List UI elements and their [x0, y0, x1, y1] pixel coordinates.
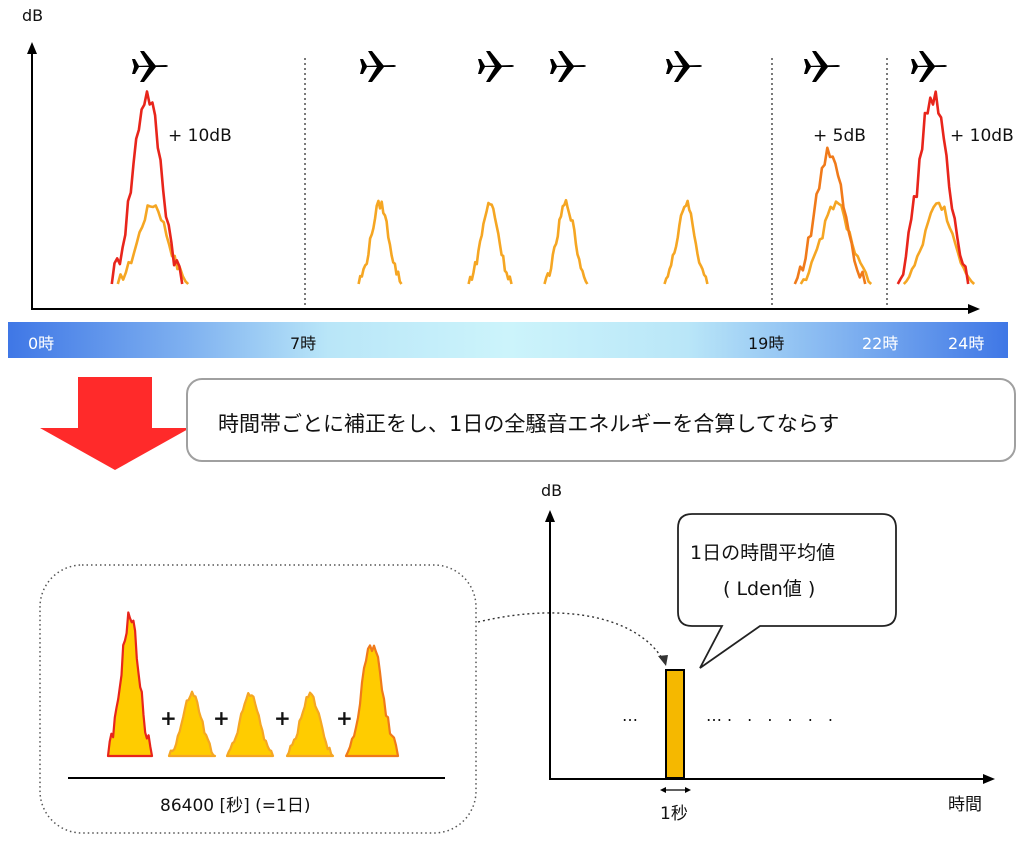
- noise-peak: [799, 200, 873, 285]
- bottom-x-axis-arrow: [983, 774, 995, 784]
- time-label-24: 24時: [948, 334, 985, 353]
- airplane-icon: [666, 51, 702, 82]
- bottom-y-unit: dB: [541, 481, 563, 500]
- night-weighted-peak: [896, 90, 970, 285]
- plus-sign: +: [213, 706, 230, 730]
- filled-peaks: [106, 611, 400, 758]
- noise-peaks: [110, 90, 976, 285]
- width-marker-right: [685, 787, 691, 793]
- bar-width-label: 1秒: [660, 804, 688, 824]
- airplane-icon: [550, 51, 586, 82]
- callout-bubble: [677, 513, 897, 669]
- time-label-22: 22時: [862, 334, 899, 353]
- connector-line: [477, 612, 664, 661]
- note-text: 時間帯ごとに補正をし、1日の全騒音エネルギーを合算してならす: [218, 412, 840, 436]
- time-label-7: 7時: [290, 334, 317, 353]
- annotation-evening: + 5dB: [813, 126, 866, 146]
- airplane-icon: [911, 51, 947, 82]
- plus-sign: +: [336, 706, 353, 730]
- noise-peak: [902, 201, 976, 285]
- summed-noise-peak: [106, 611, 154, 758]
- noise-peak: [116, 204, 190, 285]
- airplane-icon: [478, 51, 514, 82]
- airplane-icon: [360, 51, 396, 82]
- annotation-night-early: + 10dB: [168, 126, 232, 146]
- summed-noise-peak: [225, 692, 275, 758]
- note-box: [186, 378, 1016, 462]
- time-of-day-bar: [8, 322, 1008, 358]
- summed-noise-peak: [167, 690, 217, 758]
- annotation-night-late: + 10dB: [950, 126, 1014, 146]
- width-marker-left: [660, 787, 666, 793]
- evening-weighted-peak: [793, 146, 867, 285]
- noise-peak: [357, 199, 403, 285]
- connector-arrowhead: [658, 655, 668, 666]
- airplane-icon: [804, 51, 840, 82]
- airplane-icon: [132, 51, 168, 82]
- aircraft-icons: [132, 51, 947, 82]
- callout-line-1: 1日の時間平均値: [690, 542, 836, 564]
- top-y-unit: dB: [22, 6, 44, 25]
- time-label-0: 0時: [28, 334, 55, 353]
- right-ellipsis: …. . . . . .: [706, 706, 838, 725]
- down-arrow-icon: [40, 377, 190, 470]
- plus-sign: +: [274, 706, 291, 730]
- noise-peak: [663, 199, 709, 285]
- bottom-y-axis-arrow: [545, 510, 555, 522]
- callout-line-2: ( Lden値 ): [723, 578, 816, 600]
- summed-noise-peak: [285, 691, 335, 758]
- noise-peak: [467, 201, 513, 285]
- summed-noise-peak: [344, 644, 400, 758]
- bottom-x-label: 時間: [948, 795, 982, 815]
- noise-peak: [543, 198, 589, 285]
- duration-label: 86400 [秒] (=1日): [160, 796, 311, 816]
- top-y-axis-arrow: [27, 42, 37, 54]
- night-weighted-peak: [110, 90, 184, 285]
- lden-bar: [665, 669, 685, 779]
- summation-box: [39, 564, 477, 834]
- plus-sign: +: [160, 706, 177, 730]
- left-ellipsis: …: [622, 706, 638, 725]
- top-x-axis-arrow: [968, 304, 980, 314]
- time-label-19: 19時: [748, 334, 785, 353]
